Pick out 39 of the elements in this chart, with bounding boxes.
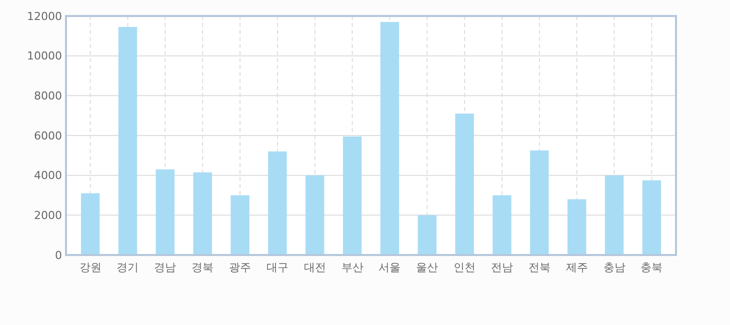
bar	[268, 151, 287, 255]
bar	[455, 114, 474, 255]
x-tick-label: 전북	[528, 261, 550, 274]
x-tick-label: 충북	[640, 261, 663, 274]
bar	[193, 172, 212, 255]
bar	[342, 136, 362, 255]
y-tick-label: 8000	[34, 90, 62, 103]
bar	[118, 26, 138, 255]
bar	[492, 195, 512, 255]
x-tick-label: 대구	[266, 261, 288, 274]
bar	[604, 175, 624, 255]
x-tick-label: 충남	[603, 261, 626, 274]
bar	[230, 195, 250, 255]
y-tick-label: 4000	[34, 169, 62, 182]
x-tick-label: 경북	[192, 261, 214, 274]
bar	[156, 169, 175, 255]
bar	[567, 199, 586, 255]
x-tick-label: 울산	[416, 261, 438, 274]
y-tick-label: 10000	[27, 50, 62, 63]
x-tick-label: 강원	[79, 261, 102, 274]
y-tick-label: 12000	[27, 10, 62, 23]
y-tick-label: 6000	[34, 129, 62, 142]
x-tick-label: 인천	[454, 261, 476, 274]
x-tick-label: 부산	[341, 261, 364, 274]
bar	[80, 193, 100, 255]
x-tick-label: 광주	[229, 261, 252, 274]
bar	[306, 175, 324, 255]
x-tick-label: 제주	[566, 261, 588, 274]
x-tick-label: 경남	[154, 261, 176, 274]
bar	[530, 150, 549, 255]
x-tick-label: 경기	[116, 261, 139, 274]
bar	[380, 22, 400, 255]
x-tick-label: 대전	[304, 261, 326, 274]
y-tick-label: 0	[55, 248, 62, 262]
bar	[642, 180, 662, 255]
bar	[418, 215, 436, 255]
x-tick-label: 서울	[378, 261, 401, 274]
y-tick-label: 2000	[34, 209, 62, 222]
x-tick-label: 전남	[490, 261, 513, 274]
